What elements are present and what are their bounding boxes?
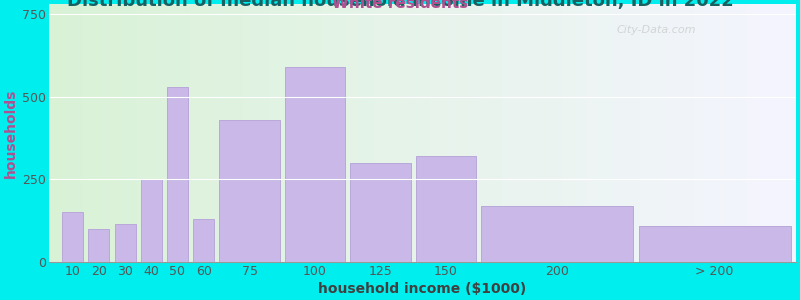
- Bar: [62, 212, 83, 262]
- Y-axis label: households: households: [4, 88, 18, 178]
- Text: Distribution of median household income in Middleton, ID in 2022: Distribution of median household income …: [66, 0, 734, 11]
- X-axis label: household income ($1000): household income ($1000): [318, 282, 526, 296]
- Bar: [194, 219, 214, 262]
- Bar: [350, 163, 410, 262]
- Bar: [482, 206, 634, 262]
- Bar: [219, 120, 280, 262]
- Bar: [167, 87, 188, 262]
- Bar: [114, 224, 135, 262]
- Bar: [89, 229, 110, 262]
- Bar: [416, 156, 476, 262]
- Bar: [638, 226, 790, 262]
- Bar: [285, 67, 345, 262]
- Bar: [141, 179, 162, 262]
- Text: White residents: White residents: [332, 0, 468, 11]
- Text: City-Data.com: City-Data.com: [617, 25, 696, 35]
